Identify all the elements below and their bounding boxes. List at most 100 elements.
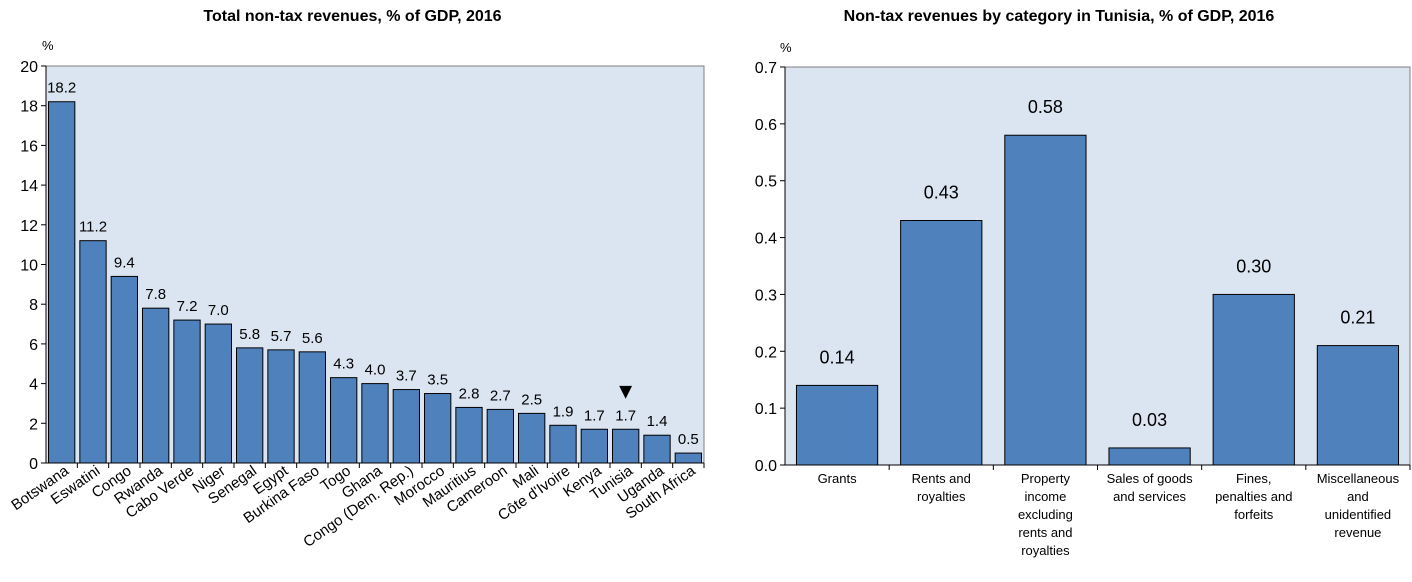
x-tick-label: Fines, penalties and forfeits [1215, 471, 1292, 522]
x-tick-label: Rents and royalties [912, 471, 971, 504]
highlight-marker-icon: ▼ [615, 378, 637, 403]
bar [205, 324, 231, 463]
data-label: 2.5 [521, 391, 542, 408]
data-label: 11.2 [79, 219, 107, 236]
bar [425, 394, 451, 463]
y-tick-label: 0.4 [755, 231, 777, 248]
chart-panel-left: Total non-tax revenues, % of GDP, 2016 0… [0, 0, 705, 582]
x-tick-label-line: and services [1113, 489, 1186, 504]
data-label: 7.2 [177, 298, 198, 315]
bar [362, 384, 388, 463]
bar [675, 453, 701, 463]
x-tick-label-line: Property [1021, 471, 1071, 486]
x-tick-label-line: Sales of goods [1107, 471, 1194, 486]
bar-chart-total-non-tax-revenues: 02468101214161820%18.2Botswana11.2Eswati… [0, 0, 705, 582]
x-tick-label-line: Rents and [912, 471, 971, 486]
y-tick-label: 2 [29, 416, 38, 433]
bar [111, 276, 137, 463]
data-label: 0.30 [1236, 256, 1271, 276]
bar [331, 378, 357, 463]
y-axis-unit-label: % [42, 38, 54, 53]
data-label: 4.0 [365, 362, 386, 379]
plot-area [785, 67, 1410, 465]
x-tick-label-line: royalties [1021, 543, 1070, 558]
bar [1317, 346, 1398, 465]
data-label: 7.0 [208, 302, 229, 319]
x-tick-label: Sales of goods and services [1107, 471, 1194, 504]
x-tick-label-line: Miscellaneous [1317, 471, 1400, 486]
bar [1109, 448, 1190, 465]
bar [581, 429, 607, 463]
bar [456, 407, 482, 463]
bar [393, 390, 419, 463]
x-tick-label-line: income [1024, 489, 1066, 504]
y-tick-label: 0.2 [755, 344, 777, 361]
x-tick-label-line: rents and [1018, 525, 1072, 540]
y-tick-label: 4 [29, 377, 38, 394]
y-tick-label: 16 [20, 138, 38, 155]
data-label: 0.58 [1028, 97, 1063, 117]
y-tick-label: 8 [29, 297, 38, 314]
x-tick-label-line: royalties [917, 489, 966, 504]
y-tick-label: 0.5 [755, 174, 777, 191]
x-tick-label-line: Fines, [1236, 471, 1271, 486]
bar [487, 409, 513, 463]
data-label: 0.21 [1340, 308, 1375, 328]
bar [519, 413, 545, 463]
data-label: 2.7 [490, 387, 511, 404]
bar [268, 350, 294, 463]
x-tick-label: Property income excluding rents and royaltie… [1018, 471, 1073, 558]
data-label: 7.8 [145, 286, 166, 303]
y-tick-label: 12 [20, 218, 38, 235]
bar [613, 429, 639, 463]
bar [796, 385, 877, 465]
bar [237, 348, 263, 463]
data-label: 5.7 [271, 328, 292, 345]
bar [299, 352, 325, 463]
y-tick-label: 20 [20, 59, 38, 76]
chart-panel-right: Non-tax revenues by category in Tunisia,… [706, 0, 1412, 582]
y-tick-label: 0.6 [755, 117, 777, 134]
data-label: 5.8 [239, 326, 260, 343]
data-label: 1.7 [615, 407, 636, 424]
bar [80, 241, 106, 463]
x-tick-label: Grants [818, 471, 858, 486]
data-label: 9.4 [114, 254, 135, 271]
data-label: 1.4 [647, 413, 668, 430]
x-tick-label-line: penalties and [1215, 489, 1292, 504]
data-label: 4.3 [333, 356, 354, 373]
data-label: 0.5 [678, 431, 699, 448]
bar [143, 308, 169, 463]
x-tick-label-line: unidentified [1325, 507, 1392, 522]
data-label: 0.03 [1132, 410, 1167, 430]
bar [1005, 135, 1086, 465]
bar [550, 425, 576, 463]
bar [901, 221, 982, 465]
data-label: 1.7 [584, 407, 605, 424]
y-tick-label: 0.0 [755, 458, 777, 475]
x-tick-label-line: excluding [1018, 507, 1073, 522]
data-label: 3.5 [427, 372, 448, 389]
y-axis-unit-label: % [780, 40, 792, 55]
y-tick-label: 0 [29, 456, 38, 473]
y-tick-label: 0.1 [755, 401, 777, 418]
y-tick-label: 10 [20, 258, 38, 275]
data-label: 0.14 [820, 347, 855, 367]
data-label: 1.9 [553, 403, 574, 420]
x-tick-label: Miscellaneous and unidentified revenue [1317, 471, 1400, 540]
data-label: 0.43 [924, 183, 959, 203]
data-label: 2.8 [459, 385, 480, 402]
bar [49, 102, 75, 463]
y-tick-label: 0.3 [755, 287, 777, 304]
x-tick-label-line: revenue [1334, 525, 1381, 540]
data-label: 5.6 [302, 330, 323, 347]
x-tick-label-line: and [1347, 489, 1369, 504]
bar-chart-tunisia-categories: 0.0 0.1 0.2 0.3 0.4 0.5 0.6 0.7% 0.14 Grants 0.43 R… [706, 0, 1412, 582]
bar [644, 435, 670, 463]
bar [1213, 294, 1294, 465]
y-tick-label: 14 [20, 178, 38, 195]
y-tick-label: 18 [20, 99, 38, 116]
bar [174, 320, 200, 463]
y-tick-label: 6 [29, 337, 38, 354]
x-tick-label-line: forfeits [1234, 507, 1274, 522]
